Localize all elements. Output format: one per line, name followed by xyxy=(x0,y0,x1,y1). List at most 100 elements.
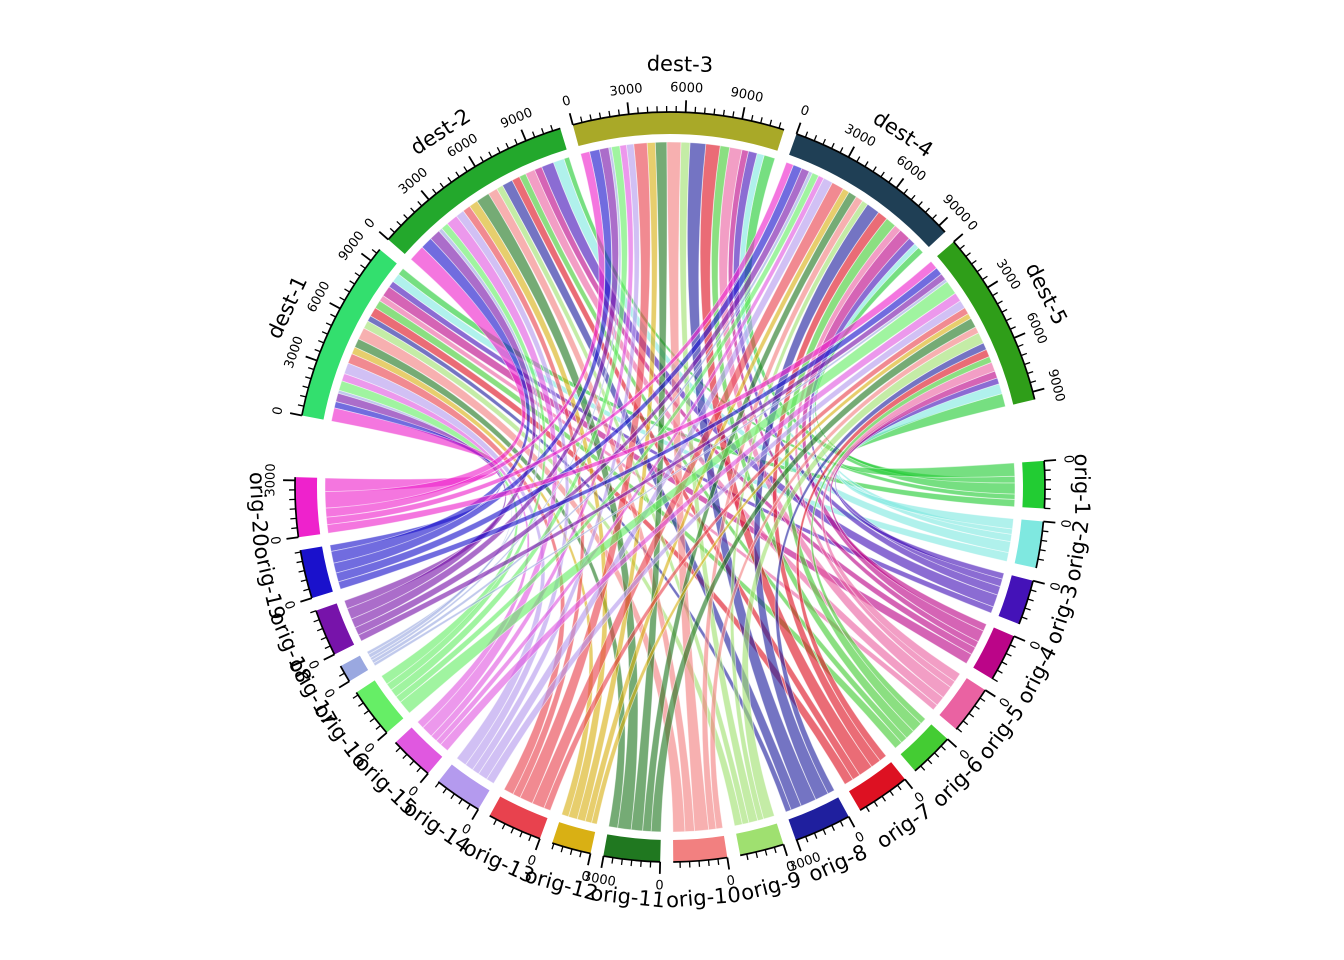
axis-tick xyxy=(813,135,818,142)
axis-tick xyxy=(303,588,310,592)
axis-tick xyxy=(992,292,999,297)
axis-tick xyxy=(992,677,998,683)
sector-label-orig-10: orig-10 xyxy=(665,883,742,913)
axis-tick xyxy=(741,107,746,120)
axis-tick xyxy=(409,760,415,766)
axis-tick xyxy=(630,859,633,867)
axis-tick xyxy=(769,119,773,126)
axis-tick xyxy=(965,252,971,257)
axis-tick xyxy=(760,117,763,124)
axis-tick xyxy=(479,156,484,163)
axis-tick xyxy=(968,712,975,718)
axis-tick xyxy=(349,280,356,285)
sector-arc-dest-4 xyxy=(789,133,945,247)
axis-tick-label-dest-3-0: 0 xyxy=(561,93,573,110)
axis-tick xyxy=(924,207,930,213)
axis-tick xyxy=(329,302,341,310)
sector-arc-orig-14 xyxy=(438,764,490,810)
axis-tick xyxy=(519,831,523,838)
axis-tick xyxy=(395,747,401,753)
axis-tick xyxy=(755,851,759,858)
axis-tick xyxy=(291,527,298,530)
axis-tick xyxy=(1029,380,1037,384)
axis-tick xyxy=(286,536,299,540)
sector-arc-orig-10 xyxy=(673,835,728,862)
axis-tick xyxy=(637,107,639,114)
axis-tick xyxy=(778,122,782,129)
sector-label-orig-13: orig-13 xyxy=(460,835,538,888)
axis-tick xyxy=(1024,607,1031,611)
axis-tick xyxy=(684,100,688,113)
axis-tick xyxy=(722,109,725,116)
axis-tick xyxy=(996,669,1003,674)
axis-tick xyxy=(324,645,331,650)
axis-tick xyxy=(626,102,630,115)
axis-dest-2 xyxy=(387,127,561,241)
sector-arc-orig-7 xyxy=(848,762,905,811)
axis-tick-label-dest-5-3000: 3000 xyxy=(993,257,1023,293)
axis-tick xyxy=(589,114,592,121)
axis-tick xyxy=(703,107,706,114)
axis-tick xyxy=(310,610,317,614)
axis-orig-9 xyxy=(740,843,784,857)
axis-tick xyxy=(493,819,498,826)
axis-tick xyxy=(600,855,605,869)
sectors-layer xyxy=(295,112,1046,862)
axis-tick xyxy=(1005,317,1012,322)
axis-tick xyxy=(432,188,437,195)
axis-tick xyxy=(804,131,809,138)
axis-tick xyxy=(420,189,430,201)
axis-tick xyxy=(895,177,905,189)
axis-tick xyxy=(360,252,372,262)
axis-tick xyxy=(496,147,501,153)
axis-tick xyxy=(403,214,409,220)
axis-tick xyxy=(1043,520,1056,524)
axis-tick xyxy=(396,220,402,227)
axis-tick xyxy=(839,820,844,827)
axis-tick xyxy=(976,267,983,273)
axis-tick xyxy=(488,151,493,158)
sector-arc-orig-18 xyxy=(315,603,355,655)
axis-tick-label-dest-5-9000: 9000 xyxy=(1044,368,1067,404)
axis-tick xyxy=(1032,579,1045,585)
axis-tick xyxy=(330,313,337,318)
sector-arc-orig-6 xyxy=(900,724,948,771)
axis-tick xyxy=(290,517,297,520)
axis-tick xyxy=(458,798,463,805)
sector-arc-orig-13 xyxy=(489,796,548,839)
axis-tick xyxy=(314,348,321,353)
axis-tick xyxy=(297,404,304,407)
sector-arc-dest-5 xyxy=(937,241,1035,405)
axis-orig-13 xyxy=(489,815,541,840)
axis-dest-3 xyxy=(572,111,785,131)
axis-tick xyxy=(822,138,826,145)
axis-tick xyxy=(805,836,809,843)
axis-tick xyxy=(984,689,996,698)
axis-tick xyxy=(959,244,965,250)
ribbon-orig-20-dest-5 xyxy=(326,260,938,534)
sector-arc-orig-2 xyxy=(1014,519,1044,569)
axis-tick xyxy=(1044,459,1057,462)
axis-tick xyxy=(410,207,416,213)
axis-tick xyxy=(369,717,376,723)
sector-label-orig-1: orig-1 xyxy=(1070,454,1094,516)
axis-orig-10 xyxy=(673,856,728,863)
axis-tick xyxy=(579,851,582,858)
axis-tick xyxy=(323,653,335,661)
axis-tick-label-dest-2-9000: 9000 xyxy=(499,105,535,132)
axis-tick xyxy=(305,355,318,362)
axis-tick-label-dest-3-9000: 9000 xyxy=(729,85,764,106)
axis-tick xyxy=(300,579,307,583)
axis-tick xyxy=(325,322,332,327)
axis-tick xyxy=(463,166,468,172)
ribbons-layer xyxy=(324,141,1016,833)
axis-dest-4 xyxy=(796,133,946,233)
axis-tick xyxy=(917,201,923,207)
axis-tick-label-orig-10-0: 0 xyxy=(726,873,736,889)
ribbon-orig-20-dest-2 xyxy=(324,246,527,509)
axis-tick xyxy=(296,560,303,564)
axis-orig-8 xyxy=(795,815,850,842)
axis-tick xyxy=(316,627,323,632)
sector-arc-orig-20 xyxy=(295,477,321,538)
